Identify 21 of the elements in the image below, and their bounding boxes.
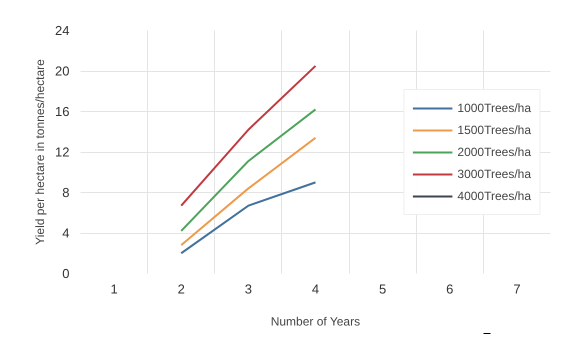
x-tick-label: 3 — [244, 282, 252, 296]
x-tick-label: 7 — [513, 282, 521, 296]
legend-label: 4000Trees/ha — [457, 188, 531, 202]
y-axis-title: Yield per hectare in tonnes/hectare — [33, 58, 48, 245]
legend-label: 2000Trees/ha — [457, 144, 531, 158]
y-tick-label: 4 — [62, 226, 70, 240]
legend-label: 3000Trees/ha — [457, 166, 531, 180]
x-tick-label: 5 — [379, 282, 386, 296]
x-tick-label: 2 — [178, 282, 185, 296]
y-tick-label: 0 — [62, 266, 70, 281]
y-tick-label: 24 — [55, 23, 70, 38]
y-tick-label: 8 — [62, 185, 70, 200]
x-tick-label: 1 — [110, 282, 118, 296]
legend-label: 1500Trees/ha — [457, 122, 531, 136]
x-tick-label: 6 — [446, 282, 454, 296]
x-axis-title: Number of Years — [270, 314, 360, 328]
y-tick-label: 16 — [55, 104, 70, 119]
y-tick-label: 20 — [55, 64, 70, 78]
y-tick-label: 12 — [55, 144, 70, 160]
legend-label: 1000Trees/ha — [457, 100, 531, 114]
x-tick-label: 4 — [312, 282, 320, 296]
